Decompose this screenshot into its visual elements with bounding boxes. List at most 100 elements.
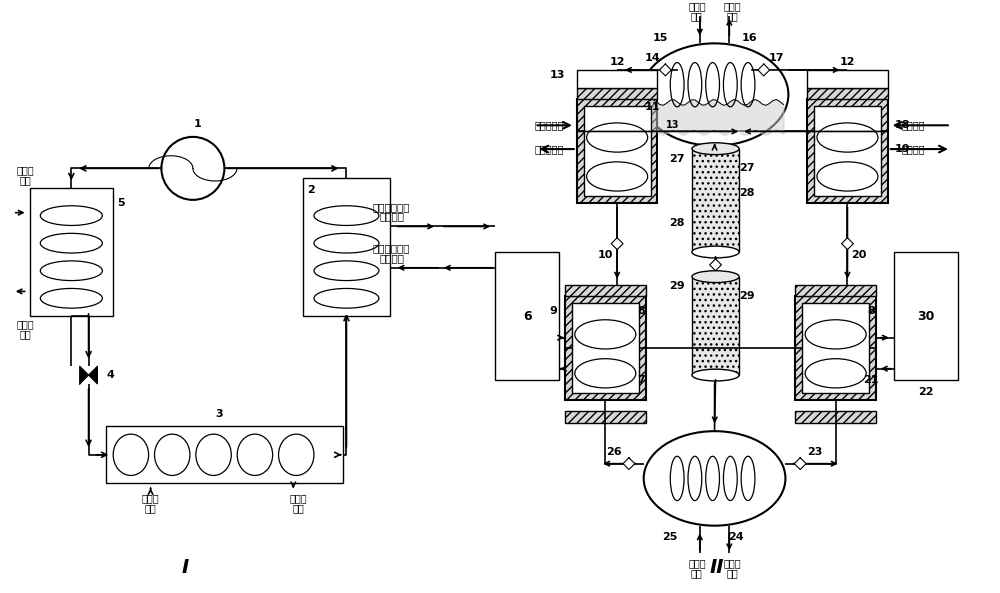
Text: 循环回路: 循环回路	[379, 253, 404, 263]
Text: 2: 2	[307, 185, 315, 195]
Bar	[495, 252, 559, 380]
Text: 22: 22	[918, 387, 933, 397]
Polygon shape	[794, 458, 806, 470]
Text: 24: 24	[728, 533, 744, 543]
Text: 出口: 出口	[726, 11, 738, 21]
Text: 进口: 进口	[20, 175, 31, 185]
Bar	[565, 296, 646, 400]
Text: 18: 18	[895, 120, 910, 130]
Text: 16: 16	[741, 33, 757, 43]
Polygon shape	[80, 366, 97, 384]
Text: 13: 13	[549, 70, 565, 80]
Polygon shape	[710, 259, 721, 271]
Text: 28: 28	[739, 188, 755, 198]
Bar	[577, 100, 657, 203]
Circle shape	[161, 137, 224, 200]
Text: 27: 27	[739, 163, 755, 173]
Text: 出口: 出口	[292, 503, 304, 513]
Bar	[303, 178, 390, 316]
Ellipse shape	[641, 43, 788, 146]
Text: 9: 9	[549, 306, 557, 316]
Text: 冷冻水: 冷冻水	[723, 558, 741, 568]
Bar	[894, 252, 958, 380]
Text: 进口: 进口	[145, 503, 156, 513]
Text: 冷却水: 冷却水	[723, 1, 741, 11]
Ellipse shape	[692, 143, 739, 155]
Polygon shape	[623, 458, 635, 470]
Bar	[802, 303, 869, 393]
Text: 冷冻水: 冷冻水	[17, 319, 34, 329]
Text: 27: 27	[669, 154, 685, 164]
Text: 出口: 出口	[20, 329, 31, 339]
Bar	[565, 285, 646, 296]
Text: 6: 6	[523, 310, 531, 323]
Text: 26: 26	[606, 447, 622, 457]
Text: 25: 25	[663, 533, 678, 543]
Text: 3: 3	[216, 409, 223, 419]
Text: 13: 13	[666, 120, 679, 130]
Text: 4: 4	[106, 370, 114, 380]
Ellipse shape	[644, 431, 785, 525]
Text: 12: 12	[609, 57, 625, 67]
Bar	[577, 88, 657, 100]
Bar	[577, 70, 657, 88]
Text: 热水出口: 热水出口	[902, 144, 925, 154]
Text: 7: 7	[637, 375, 645, 385]
Text: 17: 17	[769, 53, 784, 63]
Text: 30: 30	[917, 310, 934, 323]
Text: 进口: 进口	[691, 11, 703, 21]
Text: I: I	[181, 557, 189, 576]
Bar	[572, 303, 639, 393]
Text: 冷冻水: 冷冻水	[688, 558, 706, 568]
Text: 出口: 出口	[726, 568, 738, 578]
Text: 循环回路: 循环回路	[379, 212, 404, 222]
Text: 冷凝热水回收: 冷凝热水回收	[373, 202, 410, 212]
Bar	[584, 106, 651, 196]
Bar	[795, 296, 876, 400]
Text: 14: 14	[645, 53, 660, 63]
Bar	[814, 106, 881, 196]
Text: 1: 1	[194, 119, 202, 129]
Text: 进口: 进口	[691, 568, 703, 578]
Bar	[30, 188, 113, 316]
Text: 28: 28	[669, 218, 685, 228]
Text: 冷却水: 冷却水	[142, 493, 159, 503]
Bar	[807, 70, 888, 88]
Bar	[565, 412, 646, 423]
Bar	[106, 426, 343, 483]
Text: 8: 8	[867, 306, 875, 316]
Text: 冷却水: 冷却水	[688, 1, 706, 11]
Bar	[807, 88, 888, 100]
Ellipse shape	[692, 271, 739, 282]
Text: 冷却水: 冷却水	[289, 493, 307, 503]
Text: 12: 12	[840, 57, 855, 67]
Polygon shape	[611, 238, 623, 250]
Ellipse shape	[692, 369, 739, 381]
Text: 冷却水出口: 冷却水出口	[534, 144, 564, 154]
Polygon shape	[758, 64, 770, 76]
Text: 冷却水进口: 冷却水进口	[534, 120, 564, 130]
Text: 23: 23	[807, 447, 823, 457]
Bar	[795, 412, 876, 423]
Text: 21: 21	[863, 375, 879, 385]
Text: 冷凝热水回收: 冷凝热水回收	[373, 243, 410, 253]
Bar	[692, 277, 739, 375]
Text: 29: 29	[739, 291, 755, 301]
Text: 29: 29	[669, 282, 685, 292]
Text: 冷冻水: 冷冻水	[17, 165, 34, 176]
Text: 10: 10	[598, 250, 613, 260]
Bar	[807, 100, 888, 203]
Text: 15: 15	[653, 33, 668, 43]
Text: 19: 19	[895, 144, 910, 154]
Text: 20: 20	[852, 250, 867, 260]
Polygon shape	[842, 238, 853, 250]
Text: II: II	[709, 557, 724, 576]
Text: 热水进口: 热水进口	[902, 120, 925, 130]
Text: 8: 8	[637, 306, 645, 316]
Polygon shape	[659, 64, 671, 76]
Text: 11: 11	[645, 103, 660, 112]
Ellipse shape	[692, 246, 739, 258]
Text: 5: 5	[117, 198, 125, 208]
Bar	[795, 285, 876, 296]
Bar	[692, 149, 739, 252]
